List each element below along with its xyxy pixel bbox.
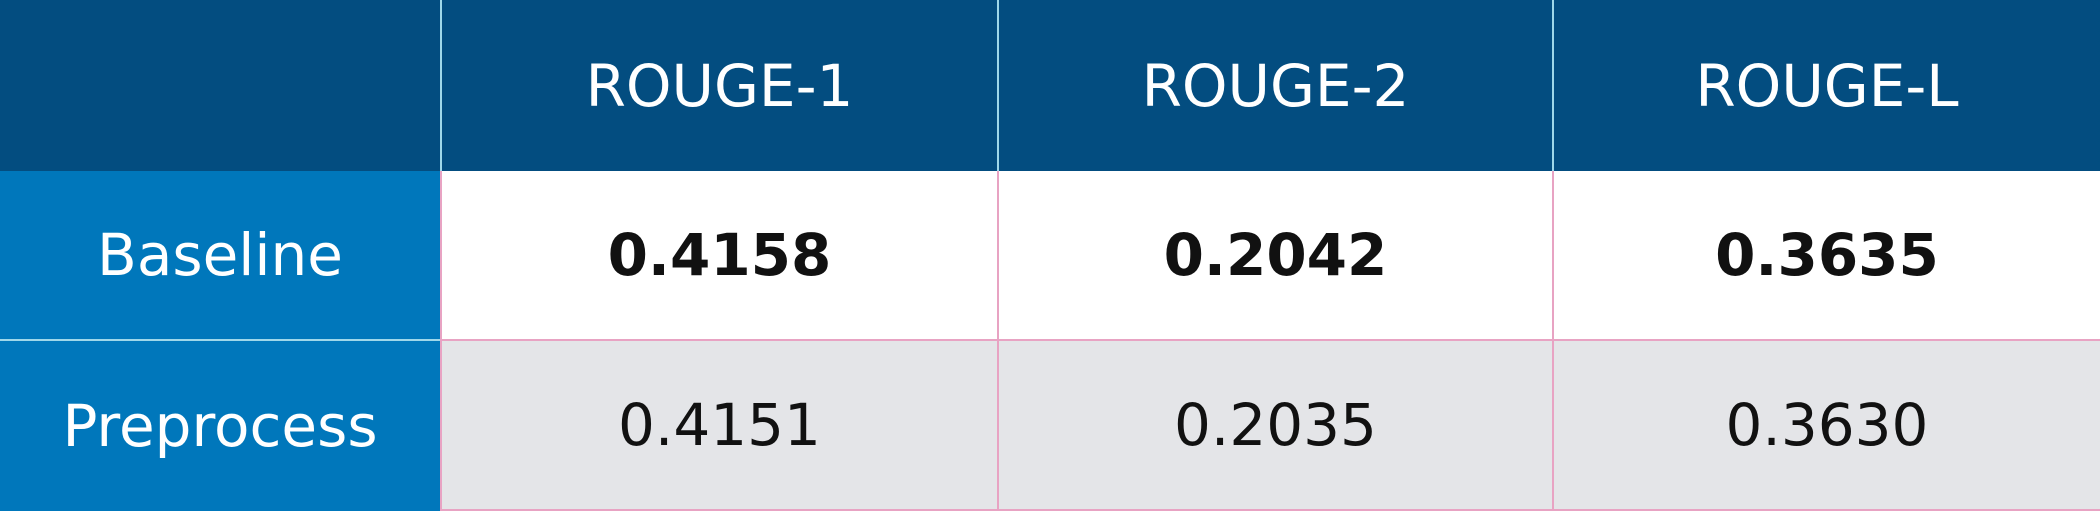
score-cell: 0.4151 xyxy=(440,341,997,511)
score-cell: 0.3635 xyxy=(1552,171,2100,341)
row-header: Baseline xyxy=(0,171,440,341)
score-cell: 0.3630 xyxy=(1552,341,2100,511)
column-header: ROUGE-2 xyxy=(997,0,1552,171)
score-cell: 0.2042 xyxy=(997,171,1552,341)
row-header: Preprocess xyxy=(0,341,440,511)
corner-cell xyxy=(0,0,440,171)
score-cell: 0.4158 xyxy=(440,171,997,341)
score-cell: 0.2035 xyxy=(997,341,1552,511)
column-header: ROUGE-1 xyxy=(440,0,997,171)
column-header: ROUGE-L xyxy=(1552,0,2100,171)
